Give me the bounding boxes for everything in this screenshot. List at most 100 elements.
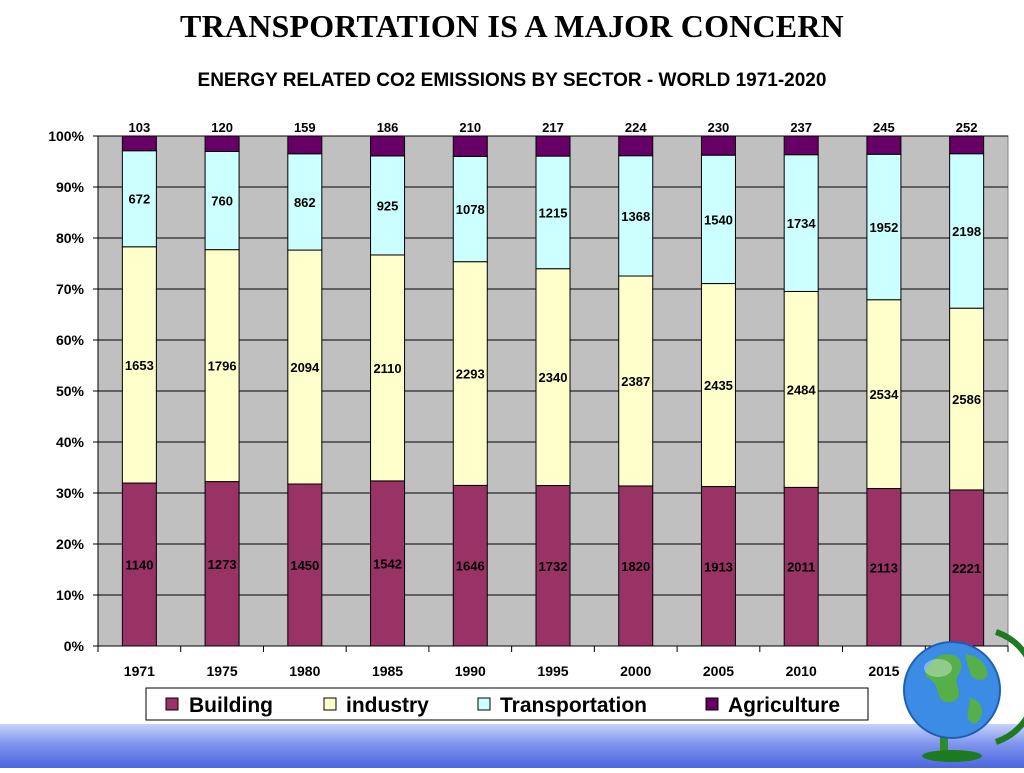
legend-label-agriculture: Agriculture: [728, 694, 840, 717]
bar-segment-transportation: [452, 155, 488, 263]
bar-segment-transportation: [204, 150, 240, 251]
bar-segment-agriculture: [204, 135, 240, 152]
bar-segment-agriculture: [121, 135, 157, 152]
data-label: 1913: [704, 559, 733, 574]
legend-label-building: Building: [189, 694, 273, 717]
bar-segment-agriculture: [535, 135, 571, 157]
data-label: 1273: [208, 557, 237, 572]
bar-segment-transportation: [121, 150, 157, 248]
legend-swatch-building: [165, 697, 179, 711]
bar-segment-industry: [204, 249, 240, 483]
data-label: 224: [625, 120, 647, 135]
bar-segment-agriculture: [783, 135, 819, 156]
legend-swatch-industry: [323, 697, 337, 711]
bar-segment-industry: [452, 261, 488, 486]
data-label: 1653: [125, 358, 154, 373]
bar-segment-transportation: [287, 153, 323, 251]
data-label: 1820: [621, 559, 650, 574]
data-label: 120: [211, 120, 233, 135]
y-tick-label: 20%: [56, 536, 85, 552]
bar-segment-building: [618, 485, 654, 647]
bar-segment-building: [121, 482, 157, 647]
x-tick-label: 1975: [207, 663, 238, 679]
data-label: 2534: [869, 387, 899, 402]
data-label: 1450: [290, 558, 319, 573]
x-tick-label: 2015: [868, 663, 899, 679]
bar-segment-transportation: [700, 154, 736, 285]
bar-segment-building: [370, 480, 406, 647]
y-tick-label: 40%: [56, 434, 85, 450]
y-tick-label: 70%: [56, 281, 85, 297]
data-label: 230: [708, 120, 730, 135]
data-label: 1542: [373, 556, 402, 571]
data-label: 2113: [870, 560, 898, 575]
data-label: 925: [377, 198, 399, 213]
bar-segment-agriculture: [866, 135, 902, 155]
data-label: 2221: [952, 561, 981, 576]
data-label: 1215: [539, 205, 568, 220]
bar-segment-agriculture: [949, 135, 985, 155]
data-label: 1952: [869, 220, 898, 235]
x-tick-label: 1995: [537, 663, 568, 679]
bar-segment-agriculture: [618, 135, 654, 157]
data-label: 1140: [125, 558, 153, 573]
bar-segment-industry: [949, 307, 985, 491]
legend-label-industry: industry: [346, 694, 429, 717]
footer-band: [0, 724, 1024, 768]
bar-segment-building: [287, 483, 323, 647]
x-tick-label: 1971: [124, 663, 155, 679]
x-tick-label: 2010: [786, 663, 817, 679]
y-tick-label: 10%: [56, 587, 85, 603]
data-label: 237: [790, 120, 812, 135]
y-tick-label: 80%: [56, 230, 85, 246]
bar-segment-industry: [618, 275, 654, 487]
data-label: 1734: [787, 216, 817, 231]
bar-segment-industry: [370, 254, 406, 482]
data-label: 2435: [704, 378, 733, 393]
x-tick-label: 2005: [703, 663, 734, 679]
data-label: 2340: [539, 370, 568, 385]
y-tick-label: 30%: [56, 485, 85, 501]
bar-segment-agriculture: [370, 135, 406, 157]
data-label: 217: [542, 120, 564, 135]
data-label: 672: [129, 192, 151, 207]
y-tick-label: 50%: [56, 383, 85, 399]
data-label: 1078: [456, 202, 485, 217]
data-label: 2484: [787, 382, 817, 397]
data-label: 1646: [456, 559, 485, 574]
slide-title: TRANSPORTATION IS A MAJOR CONCERN: [180, 8, 844, 44]
data-label: 1732: [539, 559, 568, 574]
bar-segment-agriculture: [452, 135, 488, 157]
globe-icon: [900, 624, 1024, 768]
data-label: 2387: [621, 374, 650, 389]
bar-segment-building: [783, 486, 819, 647]
bar-segment-building: [452, 484, 488, 647]
y-tick-label: 60%: [56, 332, 85, 348]
data-label: 1368: [621, 209, 650, 224]
x-tick-label: 1990: [455, 663, 486, 679]
bar-segment-industry: [783, 290, 819, 488]
bar-segment-agriculture: [287, 135, 323, 155]
bar-segment-building: [700, 486, 736, 647]
data-label: 2198: [952, 224, 981, 239]
data-label: 103: [129, 120, 151, 135]
x-tick-label: 2000: [620, 663, 651, 679]
x-tick-label: 1985: [372, 663, 403, 679]
bar-segment-industry: [121, 246, 157, 484]
legend-swatch-agriculture: [705, 697, 719, 711]
legend: [145, 687, 869, 721]
chart-title: ENERGY RELATED CO2 EMISSIONS BY SECTOR -…: [198, 70, 827, 91]
data-label: 1540: [704, 212, 733, 227]
data-label: 2094: [290, 360, 320, 375]
legend-label-transportation: Transportation: [500, 694, 647, 717]
data-label: 2293: [456, 367, 485, 382]
data-label: 2110: [373, 361, 401, 376]
data-label: 862: [294, 195, 316, 210]
data-label: 186: [377, 120, 399, 135]
data-label: 245: [873, 120, 895, 135]
bar-segment-transportation: [535, 155, 571, 270]
data-label: 2586: [952, 392, 981, 407]
data-label: 760: [211, 194, 233, 209]
y-tick-label: 90%: [56, 179, 85, 195]
